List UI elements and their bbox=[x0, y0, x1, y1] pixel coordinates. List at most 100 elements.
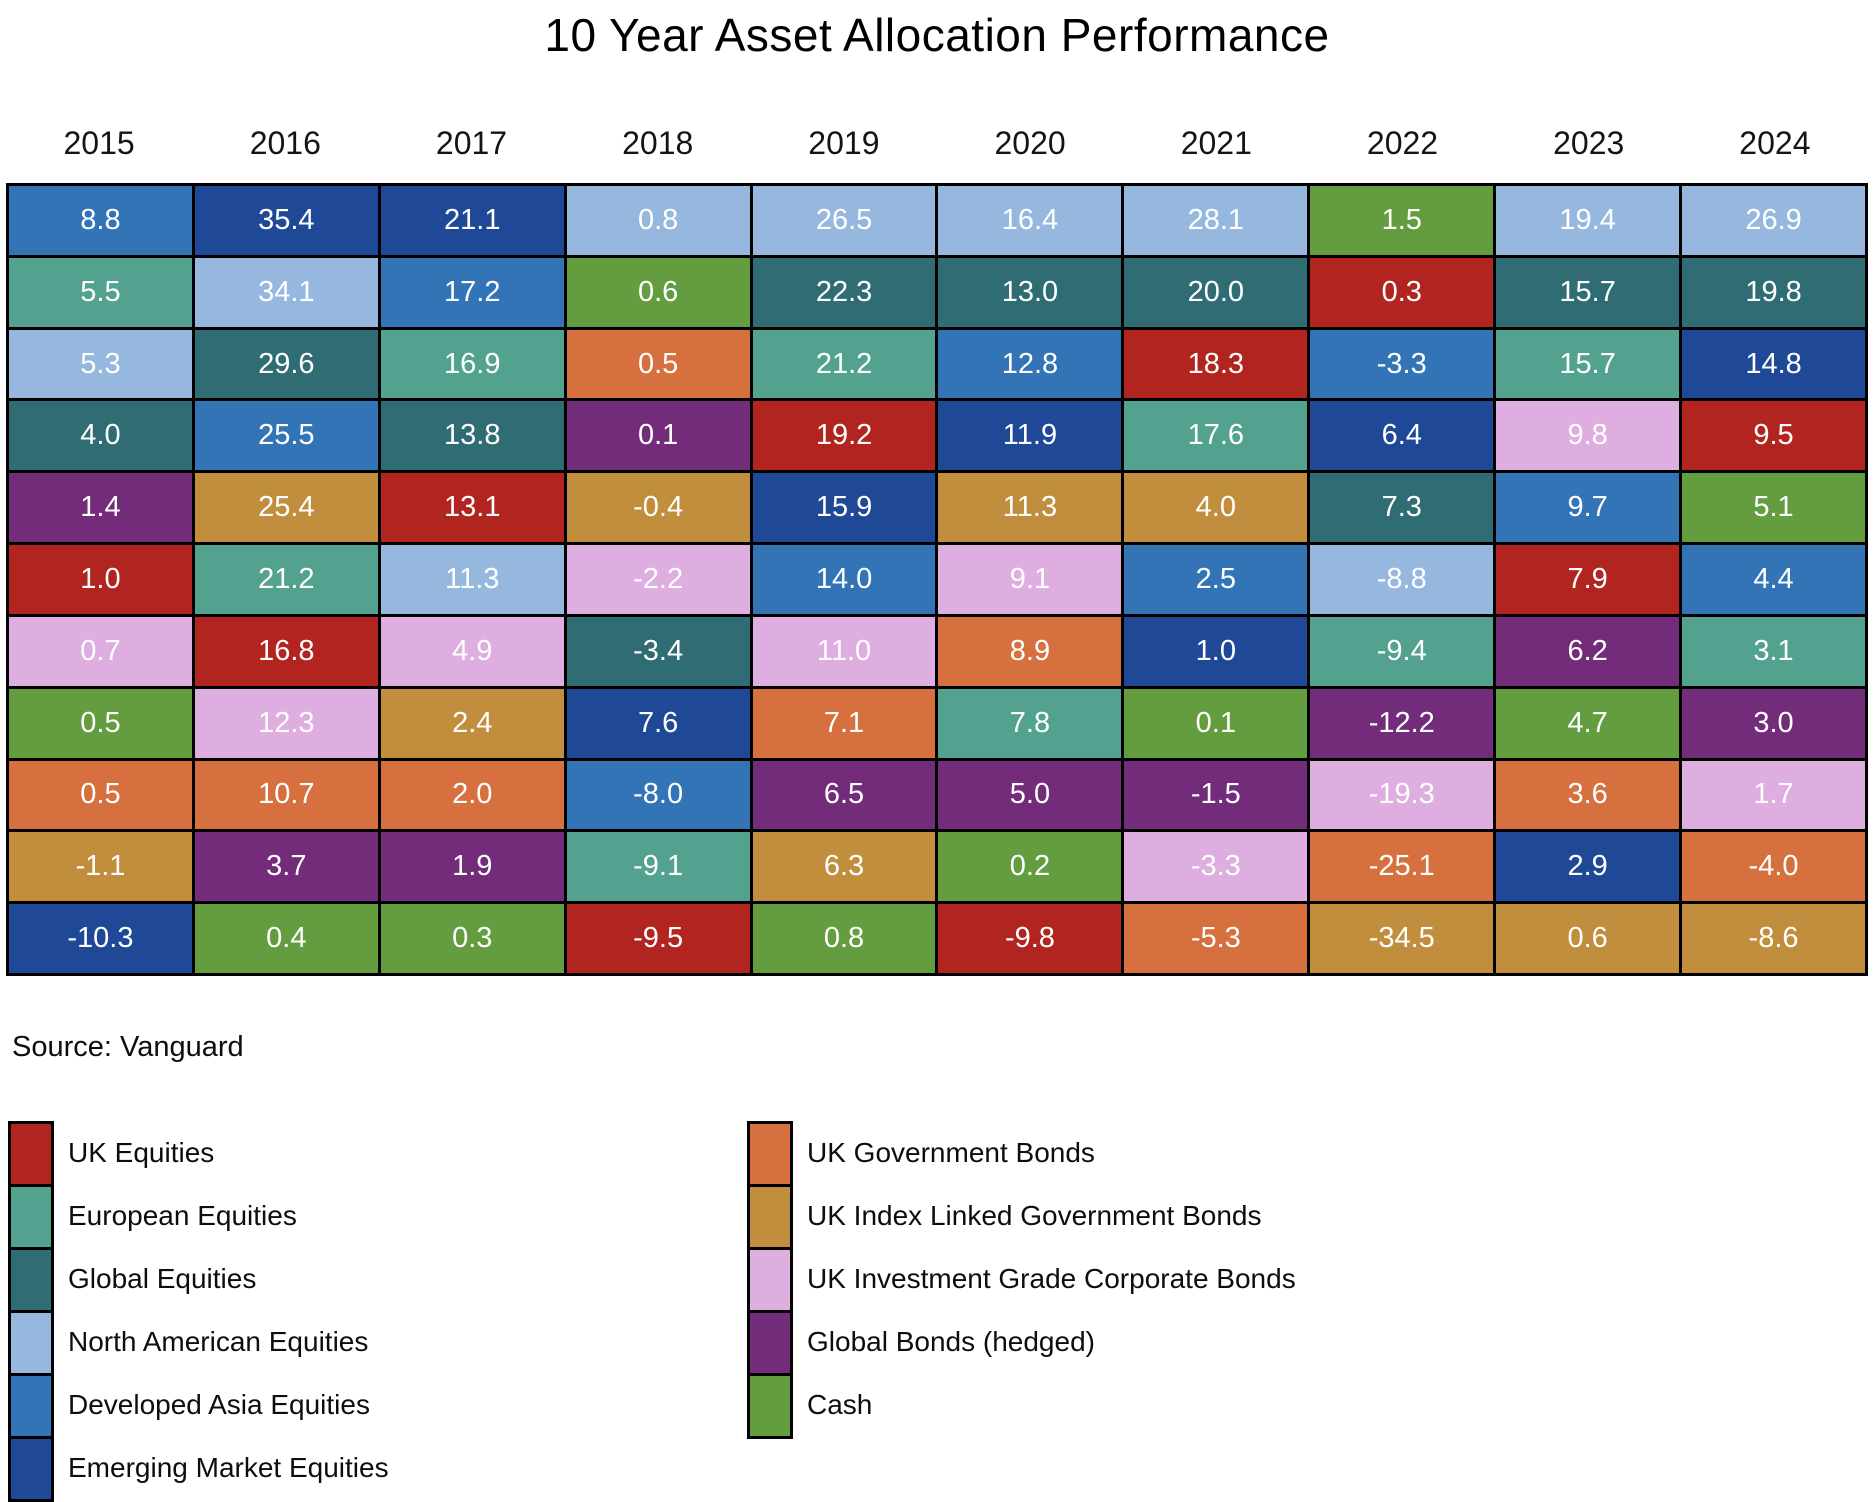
cell-2023-em: 2.9 bbox=[1496, 832, 1680, 902]
cell-2017-cash: 0.3 bbox=[380, 904, 564, 973]
cell-2022-northam: -8.8 bbox=[1310, 545, 1494, 614]
cell-2022-il: -34.5 bbox=[1310, 904, 1494, 973]
cell-2015-il: -1.1 bbox=[9, 832, 192, 902]
legend-label-cash: Cash bbox=[807, 1388, 873, 1420]
legend-label-em: Emerging Market Equities bbox=[68, 1451, 389, 1483]
year-label-2015: 2015 bbox=[63, 124, 135, 161]
cell-2024-cash: 5.1 bbox=[1682, 473, 1865, 543]
year-label-2022: 2022 bbox=[1366, 124, 1439, 161]
cell-2019-cash: 0.8 bbox=[752, 904, 936, 973]
cell-2022-em: 6.4 bbox=[1310, 401, 1494, 471]
year-label-2019: 2019 bbox=[808, 124, 880, 161]
legend-swatch-il bbox=[750, 1187, 790, 1247]
year-label-2016: 2016 bbox=[249, 124, 321, 161]
cell-2016-european: 21.2 bbox=[194, 545, 378, 614]
legend-column-right: UK Government Bonds UK Index Linked Gover… bbox=[747, 1121, 1296, 1439]
cell-2023-ukeq: 7.9 bbox=[1496, 545, 1680, 614]
cell-2023-devasia: 9.7 bbox=[1496, 473, 1680, 543]
cell-2017-globalbonds: 1.9 bbox=[380, 832, 564, 902]
cell-2019-ukeq: 19.2 bbox=[752, 401, 936, 471]
cell-2019-globalbonds: 6.5 bbox=[752, 760, 936, 830]
legend-label-global: Global Equities bbox=[68, 1262, 257, 1294]
cell-2016-ukeq: 16.8 bbox=[194, 616, 378, 686]
cell-2019-northam: 26.5 bbox=[752, 186, 936, 255]
cell-2022-globalbonds: -12.2 bbox=[1310, 688, 1494, 758]
cell-2015-global: 4.0 bbox=[9, 401, 192, 471]
legend-label-devasia: Developed Asia Equities bbox=[68, 1388, 370, 1420]
cell-2019-il: 6.3 bbox=[752, 832, 936, 902]
cell-2024-igcorp: 1.7 bbox=[1682, 760, 1865, 830]
cell-2021-ukeq: 18.3 bbox=[1124, 329, 1308, 399]
legend-label-igcorp: UK Investment Grade Corporate Bonds bbox=[807, 1262, 1296, 1294]
cell-2021-european: 17.6 bbox=[1124, 401, 1308, 471]
cell-2018-cash: 0.6 bbox=[566, 257, 750, 327]
cell-2017-igcorp: 4.9 bbox=[380, 616, 564, 686]
cell-2017-ukeq: 13.1 bbox=[380, 473, 564, 543]
cell-2023-northam: 19.4 bbox=[1496, 186, 1680, 255]
year-label-2017: 2017 bbox=[435, 124, 508, 161]
cell-2018-ukeq: -9.5 bbox=[566, 904, 750, 973]
cell-2020-global: 13.0 bbox=[938, 257, 1122, 327]
legend-swatch-northam bbox=[11, 1313, 51, 1373]
cell-2020-northam: 16.4 bbox=[938, 186, 1122, 255]
cell-2019-global: 22.3 bbox=[752, 257, 936, 327]
legend-swatch-cash bbox=[750, 1376, 790, 1436]
cell-2019-igcorp: 11.0 bbox=[752, 616, 936, 686]
cell-2015-devasia: 8.8 bbox=[9, 186, 192, 255]
year-label-2018: 2018 bbox=[622, 124, 694, 161]
cell-2020-ukgov: 8.9 bbox=[938, 616, 1122, 686]
cell-2017-european: 16.9 bbox=[380, 329, 564, 399]
cell-2018-devasia: -8.0 bbox=[566, 760, 750, 830]
cell-2017-ukgov: 2.0 bbox=[380, 760, 564, 830]
cell-2020-european: 7.8 bbox=[938, 688, 1122, 758]
cell-2015-igcorp: 0.7 bbox=[9, 616, 192, 686]
cell-2015-cash: 0.5 bbox=[9, 688, 192, 758]
cell-2019-european: 21.2 bbox=[752, 329, 936, 399]
legend-swatch-global bbox=[11, 1250, 51, 1310]
legend-label-il: UK Index Linked Government Bonds bbox=[807, 1199, 1262, 1231]
cell-2018-globalbonds: 0.1 bbox=[566, 401, 750, 471]
cell-2024-ukgov: -4.0 bbox=[1682, 832, 1865, 902]
cell-2023-il: 0.6 bbox=[1496, 904, 1680, 973]
cell-2018-global: -3.4 bbox=[566, 616, 750, 686]
cell-2016-northam: 34.1 bbox=[194, 257, 378, 327]
cell-2016-cash: 0.4 bbox=[194, 904, 378, 973]
legend-column-left: UK Equities European Equities Global Equit… bbox=[8, 1121, 389, 1502]
cell-2024-il: -8.6 bbox=[1682, 904, 1865, 973]
cell-2023-global: 15.7 bbox=[1496, 257, 1680, 327]
cell-2016-global: 29.6 bbox=[194, 329, 378, 399]
cell-2022-ukgov: -25.1 bbox=[1310, 832, 1494, 902]
cell-2019-em: 15.9 bbox=[752, 473, 936, 543]
legend-label-ukeq: UK Equities bbox=[68, 1136, 215, 1168]
legend-swatch-stack bbox=[747, 1121, 793, 1439]
legend-label-ukgov: UK Government Bonds bbox=[807, 1136, 1095, 1168]
returns-table: 8.8 35.4 21.1 0.8 26.5 16.4 28.1 1.5 19.4 26.9 5.5… bbox=[6, 183, 1868, 976]
cell-2022-devasia: -3.3 bbox=[1310, 329, 1494, 399]
year-header-row: 2015 2016 2017 2018 2019 2020 2021 2022 2023 2024 bbox=[6, 118, 1868, 168]
legend-swatch-em bbox=[11, 1439, 51, 1499]
legend-label-northam: North American Equities bbox=[68, 1325, 369, 1357]
cell-2019-devasia: 14.0 bbox=[752, 545, 936, 614]
legend-swatch-ukgov bbox=[750, 1124, 790, 1184]
cell-2020-em: 11.9 bbox=[938, 401, 1122, 471]
cell-2015-globalbonds: 1.4 bbox=[9, 473, 192, 543]
legend-label-globalbonds: Global Bonds (hedged) bbox=[807, 1325, 1095, 1357]
legend-swatch-igcorp bbox=[750, 1250, 790, 1310]
cell-2016-il: 25.4 bbox=[194, 473, 378, 543]
cell-2020-igcorp: 9.1 bbox=[938, 545, 1122, 614]
legend-swatch-devasia bbox=[11, 1376, 51, 1436]
cell-2023-european: 15.7 bbox=[1496, 329, 1680, 399]
cell-2022-european: -9.4 bbox=[1310, 616, 1494, 686]
cell-2022-cash: 1.5 bbox=[1310, 186, 1494, 255]
cell-2018-igcorp: -2.2 bbox=[566, 545, 750, 614]
cell-2022-global: 7.3 bbox=[1310, 473, 1494, 543]
cell-2015-ukgov: 0.5 bbox=[9, 760, 192, 830]
cell-2021-northam: 28.1 bbox=[1124, 186, 1308, 255]
cell-2015-northam: 5.3 bbox=[9, 329, 192, 399]
cell-2020-cash: 0.2 bbox=[938, 832, 1122, 902]
cell-2024-european: 3.1 bbox=[1682, 616, 1865, 686]
cell-2022-ukeq: 0.3 bbox=[1310, 257, 1494, 327]
cell-2023-ukgov: 3.6 bbox=[1496, 760, 1680, 830]
cell-2020-ukeq: -9.8 bbox=[938, 904, 1122, 973]
